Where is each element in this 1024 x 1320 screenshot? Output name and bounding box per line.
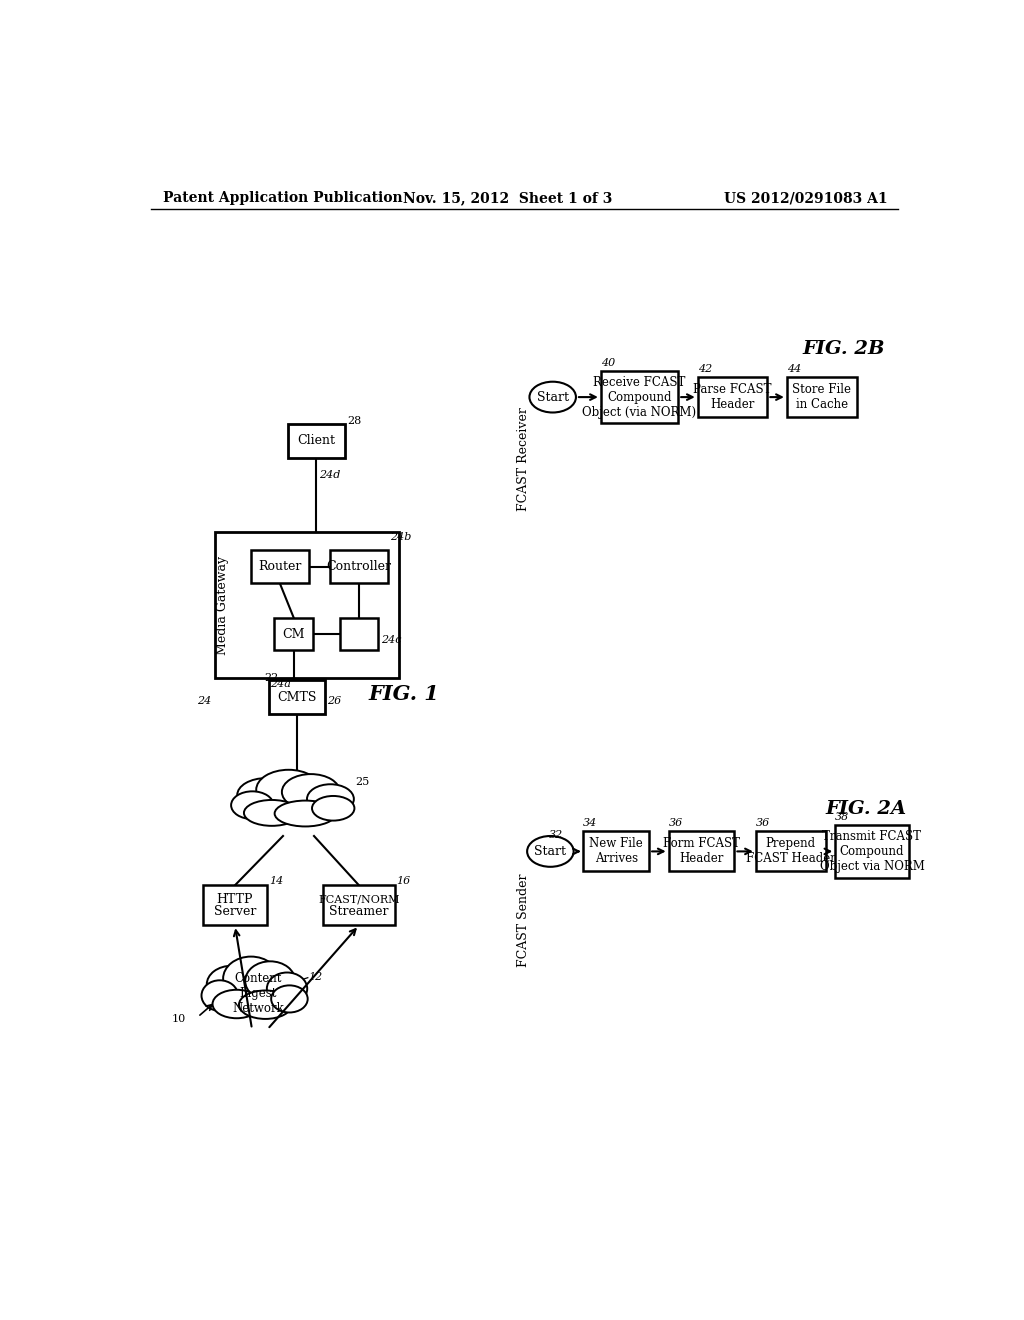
- Bar: [786, 378, 856, 417]
- Text: Server: Server: [214, 906, 256, 917]
- Text: 44: 44: [786, 364, 801, 374]
- Ellipse shape: [238, 777, 295, 812]
- Text: Streamer: Streamer: [329, 906, 389, 917]
- Bar: [697, 378, 767, 417]
- Text: Prepend
FCAST Header: Prepend FCAST Header: [745, 837, 836, 866]
- Text: 24c: 24c: [381, 635, 401, 645]
- Text: Start: Start: [537, 391, 568, 404]
- Text: 25: 25: [355, 777, 370, 787]
- Ellipse shape: [282, 774, 340, 809]
- Ellipse shape: [274, 800, 336, 826]
- Text: Receive FCAST
Compound
Object (via NORM): Receive FCAST Compound Object (via NORM): [583, 376, 696, 418]
- Text: US 2012/0291083 A1: US 2012/0291083 A1: [724, 191, 888, 206]
- Text: 12: 12: [308, 972, 323, 982]
- Ellipse shape: [529, 381, 575, 413]
- Text: Client: Client: [297, 434, 335, 447]
- Ellipse shape: [271, 985, 307, 1012]
- Text: 10: 10: [172, 1014, 186, 1024]
- Text: New File
Arrives: New File Arrives: [590, 837, 643, 866]
- Bar: [274, 618, 313, 651]
- Ellipse shape: [213, 990, 260, 1018]
- Text: Media Gateway: Media Gateway: [216, 556, 229, 655]
- Text: FIG. 2A: FIG. 2A: [825, 800, 906, 818]
- Ellipse shape: [207, 966, 257, 1003]
- Bar: [756, 832, 825, 871]
- Text: 36: 36: [669, 818, 683, 829]
- Text: 38: 38: [836, 812, 850, 822]
- Text: 24b: 24b: [390, 532, 412, 543]
- Text: Form FCAST
Header: Form FCAST Header: [663, 837, 740, 866]
- Text: 40: 40: [601, 358, 615, 368]
- Text: 36: 36: [756, 818, 770, 829]
- Bar: [324, 886, 394, 925]
- Text: 42: 42: [697, 364, 712, 374]
- Text: HTTP: HTTP: [217, 894, 253, 907]
- Text: 24: 24: [197, 696, 211, 706]
- Text: CM: CM: [283, 628, 305, 640]
- Ellipse shape: [210, 970, 306, 1018]
- Text: 22: 22: [264, 673, 279, 684]
- Ellipse shape: [307, 784, 354, 814]
- Ellipse shape: [202, 981, 238, 1011]
- Text: FCAST/NORM: FCAST/NORM: [318, 894, 399, 904]
- Text: 24a: 24a: [270, 680, 291, 689]
- Bar: [251, 549, 308, 583]
- Text: Nov. 15, 2012  Sheet 1 of 3: Nov. 15, 2012 Sheet 1 of 3: [403, 191, 612, 206]
- Text: 14: 14: [269, 875, 284, 886]
- Text: 28: 28: [347, 416, 361, 426]
- Text: 24d: 24d: [318, 470, 340, 480]
- Ellipse shape: [267, 973, 307, 1005]
- Text: Parse FCAST
Header: Parse FCAST Header: [693, 383, 772, 411]
- Ellipse shape: [241, 781, 352, 825]
- Text: Transmit FCAST
Compound
Object via NORM: Transmit FCAST Compound Object via NORM: [819, 830, 925, 873]
- Text: 32: 32: [549, 830, 563, 840]
- Text: 16: 16: [396, 875, 411, 886]
- Bar: [584, 832, 649, 871]
- Bar: [203, 886, 266, 925]
- Bar: [601, 371, 678, 424]
- Ellipse shape: [231, 792, 273, 818]
- Bar: [836, 825, 909, 878]
- Text: Controller: Controller: [327, 560, 391, 573]
- Bar: [269, 681, 325, 714]
- Text: 34: 34: [584, 818, 598, 829]
- Ellipse shape: [256, 770, 321, 810]
- Bar: [215, 532, 399, 678]
- Ellipse shape: [244, 800, 300, 826]
- Bar: [669, 832, 734, 871]
- Text: Store File
in Cache: Store File in Cache: [793, 383, 851, 411]
- Text: FCAST Sender: FCAST Sender: [517, 874, 529, 968]
- Text: Patent Application Publication: Patent Application Publication: [163, 191, 402, 206]
- Text: CMTS: CMTS: [278, 690, 316, 704]
- Bar: [288, 424, 345, 458]
- Ellipse shape: [527, 836, 573, 867]
- Text: 26: 26: [328, 696, 341, 706]
- Text: Content
Ingest
Network: Content Ingest Network: [232, 973, 284, 1015]
- Text: Router: Router: [258, 560, 302, 573]
- Text: FIG. 1: FIG. 1: [369, 684, 439, 704]
- Ellipse shape: [239, 990, 292, 1019]
- Bar: [331, 549, 388, 583]
- Text: Start: Start: [535, 845, 566, 858]
- Ellipse shape: [312, 796, 354, 821]
- Bar: [340, 618, 378, 651]
- Text: FIG. 2B: FIG. 2B: [802, 341, 885, 358]
- Text: FCAST Receiver: FCAST Receiver: [517, 407, 529, 511]
- Ellipse shape: [245, 961, 295, 1001]
- Ellipse shape: [223, 957, 279, 1001]
